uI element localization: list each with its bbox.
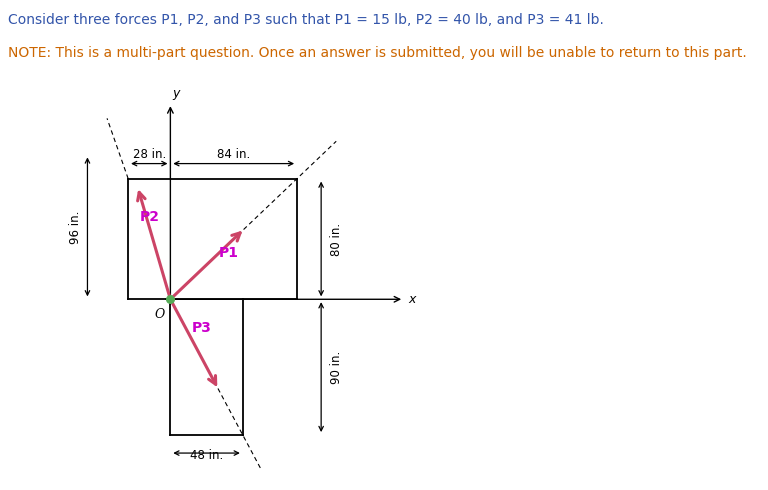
Text: P1: P1 <box>219 246 239 260</box>
Text: 84 in.: 84 in. <box>217 147 250 161</box>
Text: P2: P2 <box>141 210 161 224</box>
Text: 80 in.: 80 in. <box>329 222 343 255</box>
Text: Consider three forces P1, P2, and P3 such that P1 = 15 lb, P2 = 40 lb, and P3 = : Consider three forces P1, P2, and P3 suc… <box>8 13 604 27</box>
Text: 90 in.: 90 in. <box>329 350 343 384</box>
Text: P3: P3 <box>191 321 211 336</box>
Text: 48 in.: 48 in. <box>190 449 223 462</box>
Text: x: x <box>409 293 416 306</box>
Text: NOTE: This is a multi-part question. Once an answer is submitted, you will be un: NOTE: This is a multi-part question. Onc… <box>8 46 746 60</box>
Text: 96 in.: 96 in. <box>69 210 82 244</box>
Text: 28 in.: 28 in. <box>133 147 166 161</box>
Text: O: O <box>154 308 165 321</box>
Text: y: y <box>172 87 179 100</box>
